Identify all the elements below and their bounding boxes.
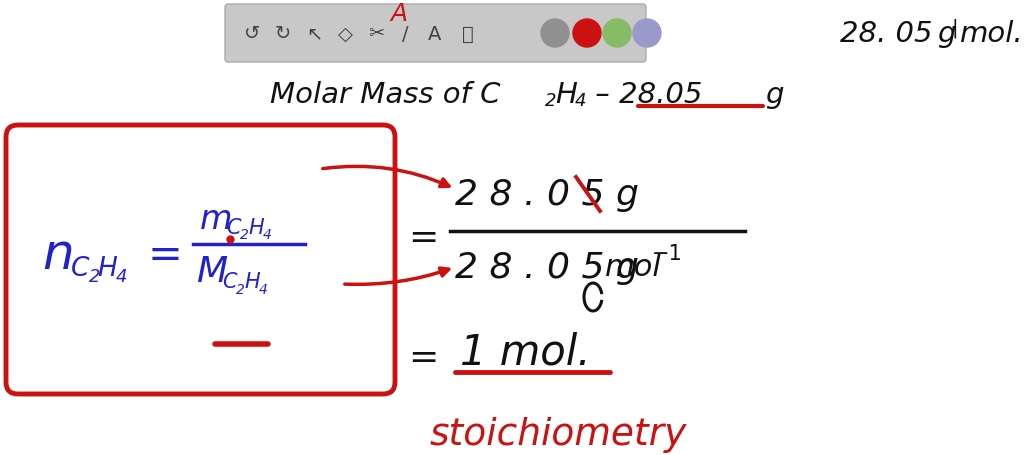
Text: stoichiometry: stoichiometry	[430, 416, 687, 452]
Text: A: A	[390, 2, 408, 26]
Text: 2 8 . 0 5 g: 2 8 . 0 5 g	[455, 250, 639, 284]
Text: 2 8 . 0 5 g: 2 8 . 0 5 g	[455, 177, 639, 212]
Text: 1 mol.: 1 mol.	[460, 331, 591, 373]
Text: 4: 4	[259, 283, 268, 296]
Circle shape	[573, 20, 601, 48]
Text: 4: 4	[575, 92, 587, 110]
Text: mol.: mol.	[961, 20, 1024, 48]
Text: H: H	[248, 217, 264, 238]
Text: – 28.05: – 28.05	[586, 81, 702, 109]
Circle shape	[633, 20, 662, 48]
Text: ↖: ↖	[306, 25, 323, 43]
FancyBboxPatch shape	[225, 5, 646, 63]
Circle shape	[541, 20, 569, 48]
Text: −1: −1	[652, 243, 683, 263]
Text: C: C	[71, 255, 89, 281]
Text: A: A	[428, 25, 441, 43]
Text: M: M	[196, 254, 227, 288]
Text: C: C	[226, 217, 241, 238]
Text: |: |	[952, 18, 958, 38]
Text: 4: 4	[116, 268, 128, 285]
Text: g: g	[765, 81, 783, 109]
Text: g: g	[937, 20, 955, 48]
Text: C: C	[222, 271, 237, 291]
Text: mol: mol	[605, 253, 662, 282]
Text: Molar Mass of C: Molar Mass of C	[270, 81, 501, 109]
Text: H: H	[97, 255, 117, 281]
Text: m: m	[200, 203, 232, 236]
Text: 28. 05: 28. 05	[840, 20, 933, 48]
Text: 4: 4	[263, 228, 272, 242]
Text: H: H	[555, 81, 577, 109]
Text: ⬜: ⬜	[462, 25, 474, 43]
Text: =: =	[408, 340, 438, 374]
Text: =: =	[408, 221, 438, 254]
Circle shape	[603, 20, 631, 48]
Text: ↺: ↺	[244, 25, 260, 43]
FancyBboxPatch shape	[6, 126, 395, 394]
Text: ◇: ◇	[338, 25, 352, 43]
Text: n: n	[42, 231, 74, 278]
Text: 2: 2	[545, 92, 556, 110]
Text: ✂: ✂	[368, 25, 384, 43]
Text: 2: 2	[240, 228, 249, 242]
Text: 2: 2	[236, 283, 245, 296]
Text: ↻: ↻	[274, 25, 291, 43]
Text: =: =	[148, 233, 183, 275]
Text: /: /	[401, 25, 409, 43]
Text: 2: 2	[89, 268, 100, 285]
Text: H: H	[244, 271, 260, 291]
